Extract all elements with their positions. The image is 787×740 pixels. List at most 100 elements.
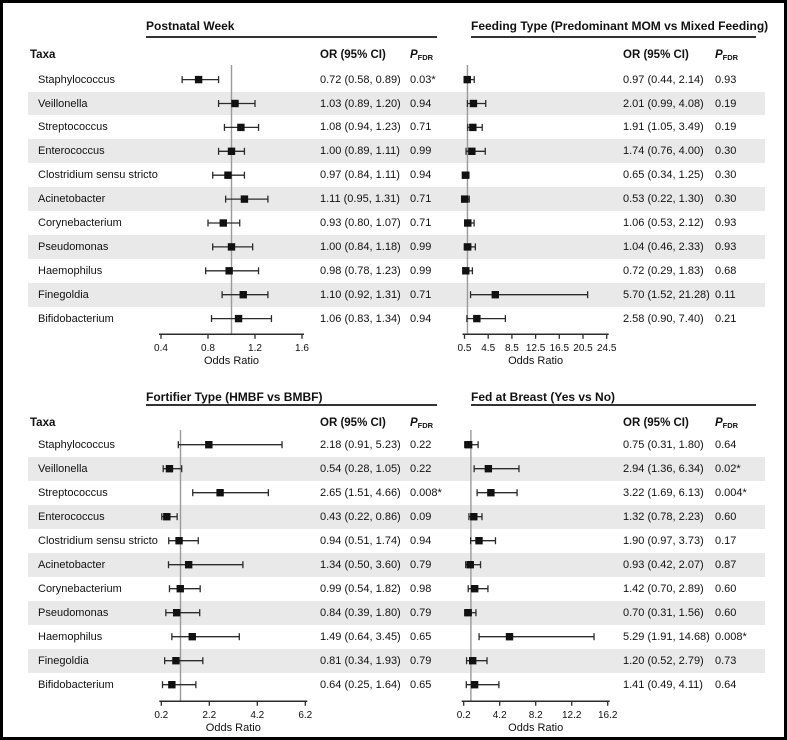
- or-ci-value: 0.97 (0.84, 1.11): [320, 169, 400, 182]
- axis-tick-label: 0.5: [458, 343, 472, 354]
- pfdr-value: 0.65: [410, 630, 432, 643]
- taxa-label: Finegoldia: [38, 654, 89, 667]
- row-stripe: [28, 187, 765, 212]
- panel-title-fed-at-breast: Fed at Breast (Yes vs No): [471, 390, 616, 404]
- pfdr-column-header: PFDR: [715, 49, 738, 62]
- pfdr-value: 0.93: [715, 73, 737, 86]
- pfdr-value: 0.19: [715, 97, 737, 110]
- or-point-marker: [469, 123, 477, 132]
- or-point-marker: [237, 123, 245, 132]
- or-ci-value: 1.10 (0.92, 1.31): [320, 288, 401, 301]
- pfdr-value: 0.94: [410, 97, 432, 110]
- fdr-subscript: FDR: [417, 53, 434, 62]
- taxa-label: Enterococcus: [38, 510, 105, 523]
- fdr-subscript: FDR: [417, 421, 434, 430]
- taxa-column-header: Taxa: [30, 49, 56, 61]
- or-ci-value: 1.49 (0.64, 3.45): [320, 630, 401, 643]
- row-stripe: [28, 600, 765, 625]
- pfdr-value: 0.60: [715, 582, 737, 595]
- axis-tick-label: 0.4: [154, 343, 168, 354]
- or-point-marker: [225, 267, 233, 275]
- pfdr-value: 0.008*: [410, 486, 442, 499]
- or-ci-value: 2.18 (0.91, 5.23): [320, 438, 401, 451]
- or-ci-value: 0.53 (0.22, 1.30): [623, 193, 704, 206]
- title-underline: [146, 36, 437, 38]
- pfdr-value: 0.30: [715, 169, 737, 182]
- or-ci-value: 0.65 (0.34, 1.25): [623, 169, 704, 182]
- panel-title-fortifier-type: Fortifier Type (HMBF vs BMBF): [146, 390, 323, 404]
- or-ci-value: 2.94 (1.36, 6.34): [623, 462, 704, 475]
- or-point-marker: [470, 585, 479, 593]
- or-point-marker: [176, 585, 184, 593]
- or-ci-value: 1.42 (0.70, 2.89): [623, 582, 704, 595]
- or-point-marker: [475, 537, 483, 545]
- pfdr-value: 0.99: [410, 264, 432, 277]
- pfdr-column-header: PFDR: [715, 417, 738, 430]
- axis-tick-label: 24.5: [597, 343, 617, 354]
- pfdr-value: 0.79: [410, 558, 432, 571]
- pfdr-value: 0.71: [410, 288, 432, 301]
- row-stripe: [28, 552, 765, 577]
- or-ci-value: 0.93 (0.80, 1.07): [320, 217, 401, 229]
- pfdr-value: 0.30: [715, 193, 737, 206]
- or-column-header: OR (95% CI): [623, 417, 689, 429]
- or-point-marker: [205, 441, 213, 449]
- axis-tick-label: 1.6: [295, 343, 309, 354]
- or-ci-value: 0.93 (0.42, 2.07): [623, 558, 704, 571]
- or-point-marker: [470, 681, 479, 689]
- pfdr-value: 0.71: [410, 193, 432, 206]
- pfdr-value: 0.22: [410, 462, 432, 475]
- or-ci-value: 1.11 (0.95, 1.31): [320, 193, 400, 206]
- pfdr-value: 0.65: [410, 678, 432, 691]
- or-ci-value: 1.00 (0.84, 1.18): [320, 240, 401, 253]
- or-ci-value: 0.64 (0.25, 1.64): [320, 678, 401, 691]
- pfdr-value: 0.94: [410, 312, 432, 325]
- panel-title-feeding-type: Feeding Type (Predominant MOM vs Mixed F…: [471, 19, 769, 33]
- or-ci-value: 0.70 (0.31, 1.56): [623, 606, 704, 619]
- pfdr-value: 0.94: [410, 169, 432, 182]
- or-ci-value: 0.97 (0.44, 2.14): [623, 73, 704, 86]
- or-ci-value: 5.70 (1.52, 21.28): [623, 288, 710, 301]
- or-ci-value: 0.94 (0.51, 1.74): [320, 534, 401, 547]
- axis-tick-label: 4.2: [493, 710, 507, 721]
- axis-label-odds-ratio: Odds Ratio: [508, 722, 564, 734]
- fdr-subscript: FDR: [722, 421, 739, 430]
- axis-label-odds-ratio: Odds Ratio: [508, 355, 564, 367]
- or-point-marker: [464, 441, 473, 449]
- or-ci-value: 0.72 (0.29, 1.83): [623, 264, 704, 277]
- pfdr-value: 0.79: [410, 606, 432, 619]
- row-stripe: [28, 91, 765, 116]
- pfdr-column-header: PFDR: [410, 417, 433, 430]
- fdr-subscript: FDR: [722, 53, 739, 62]
- row-stripe: [28, 504, 765, 529]
- taxa-label: Bifidobacterium: [38, 678, 114, 691]
- axis-tick-label: 0.8: [201, 343, 215, 354]
- axis-tick-label: 4.2: [250, 710, 264, 721]
- or-column-header: OR (95% CI): [320, 49, 386, 61]
- axis-tick-label: 0.2: [154, 710, 168, 721]
- row-stripe: [28, 456, 765, 481]
- or-column-header: OR (95% CI): [623, 49, 689, 61]
- pfdr-value: 0.71: [410, 217, 432, 229]
- pfdr-value: 0.71: [410, 121, 432, 134]
- pfdr-value: 0.87: [715, 558, 737, 571]
- pfdr-value: 0.19: [715, 121, 737, 134]
- taxa-label: Acinetobacter: [38, 193, 106, 206]
- or-column-header: OR (95% CI): [320, 417, 386, 429]
- pfdr-value: 0.03*: [410, 73, 436, 86]
- pfdr-value: 0.79: [410, 654, 432, 667]
- pfdr-value: 0.02*: [715, 462, 741, 475]
- axis-tick-label: 1.2: [248, 343, 262, 354]
- or-point-marker: [219, 219, 227, 227]
- taxa-label: Bifidobacterium: [38, 312, 114, 325]
- or-point-marker: [464, 219, 472, 227]
- title-underline: [471, 404, 756, 406]
- or-point-marker: [188, 633, 196, 641]
- or-ci-value: 0.75 (0.31, 1.80): [623, 438, 704, 451]
- taxa-label: Clostridium sensu stricto: [38, 169, 158, 182]
- or-point-marker: [234, 314, 243, 323]
- p-italic: P: [410, 417, 418, 429]
- pfdr-value: 0.64: [715, 438, 737, 451]
- pfdr-value: 0.004*: [715, 486, 747, 499]
